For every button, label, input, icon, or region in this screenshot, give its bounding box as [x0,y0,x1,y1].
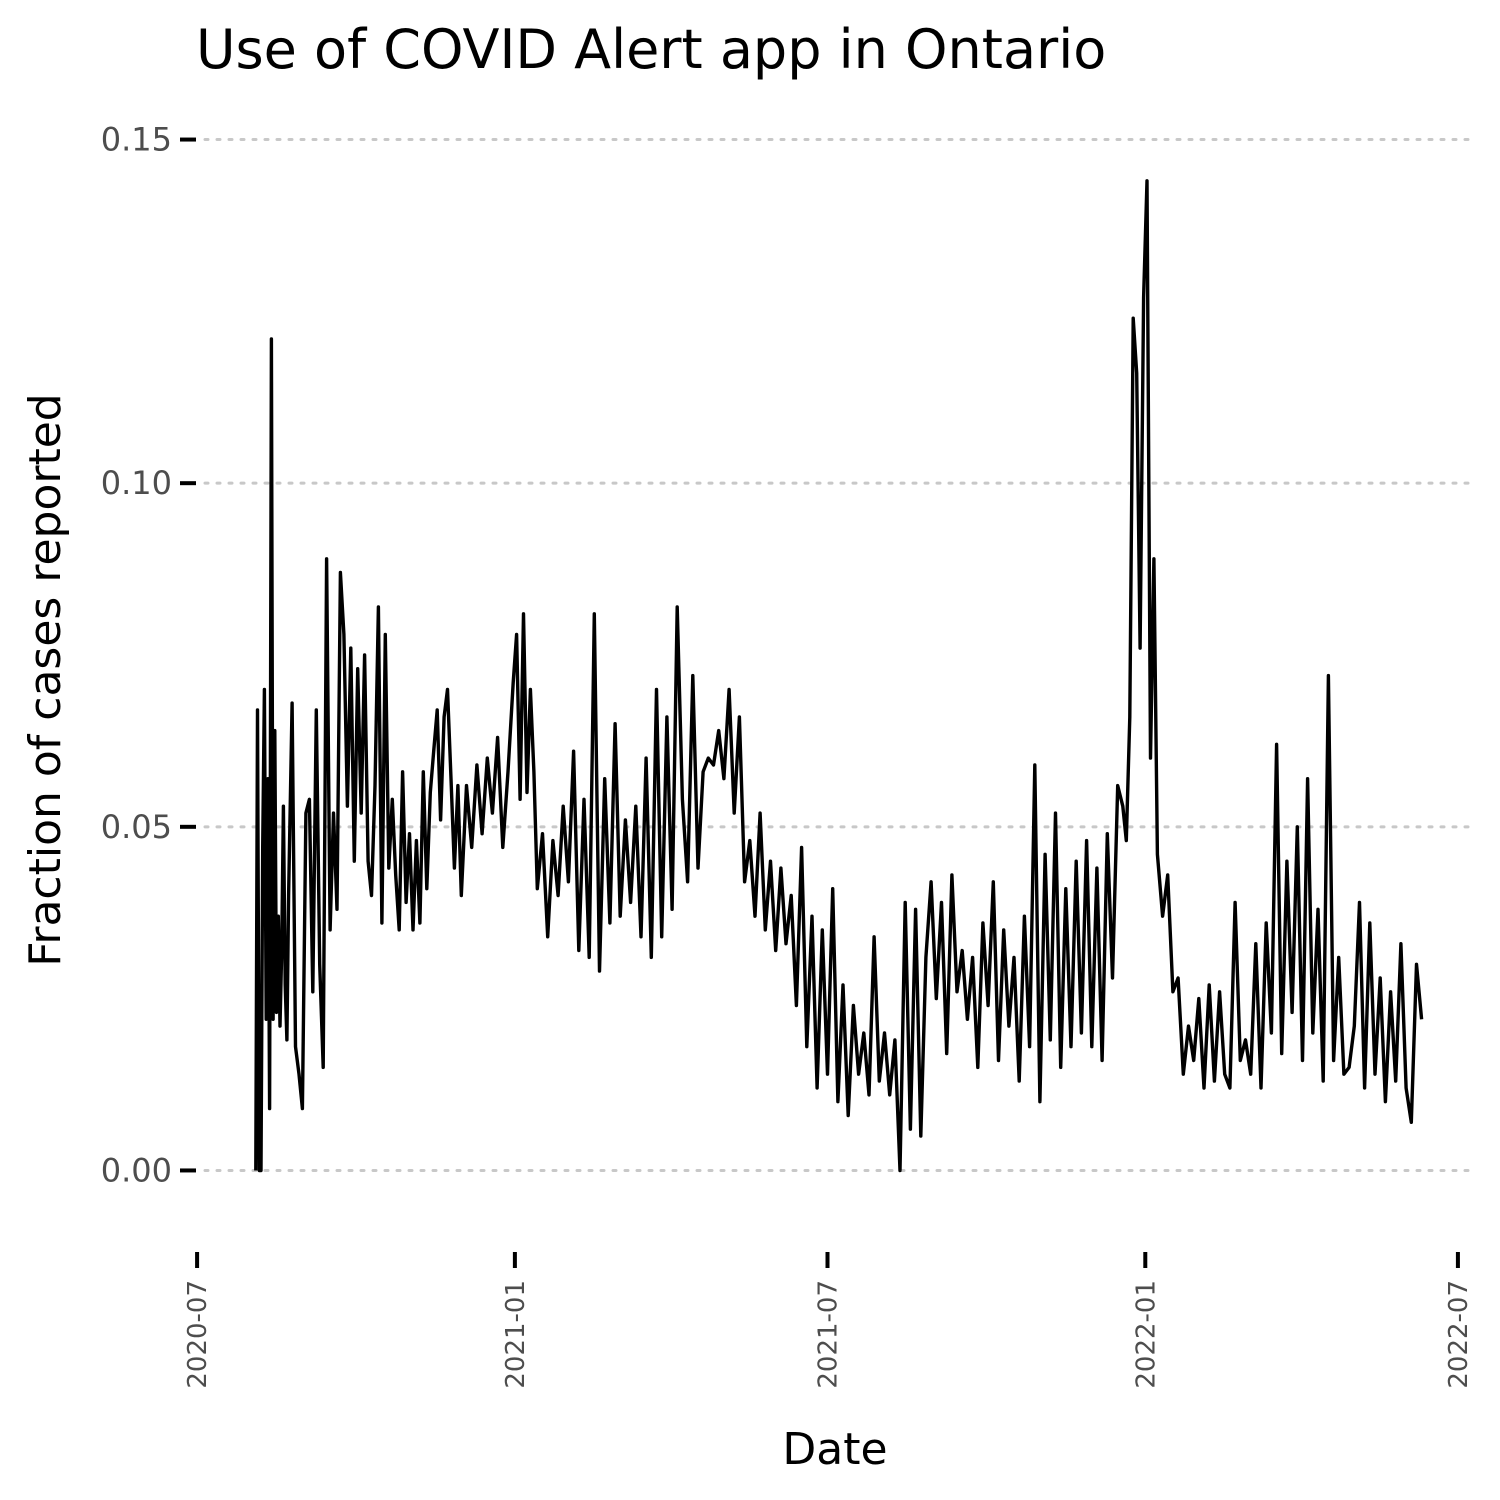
y-tick-label: 0.15 [101,121,172,159]
x-axis: 2020-07 2021-01 2021-07 2022-01 2022-07 [183,1252,1474,1389]
y-axis-title: Fraction of cases reported [20,393,71,966]
y-tick-label: 0.10 [101,464,172,502]
y-tick-label: 0.00 [101,1151,172,1189]
y-tick-label: 0.05 [101,808,172,846]
x-tick-label: 2021-07 [814,1280,844,1389]
series-line [254,179,1424,1173]
x-tick-label: 2022-01 [1131,1280,1161,1389]
chart-title: Use of COVID Alert app in Ontario [196,18,1106,81]
series-layer [254,179,1424,1173]
y-axis: 0.00 0.05 0.10 0.15 [101,121,196,1189]
x-tick-label: 2020-07 [183,1280,213,1389]
x-tick-label: 2021-01 [501,1280,531,1389]
x-axis-title: Date [782,1424,887,1475]
x-tick-label: 2022-07 [1444,1280,1474,1389]
